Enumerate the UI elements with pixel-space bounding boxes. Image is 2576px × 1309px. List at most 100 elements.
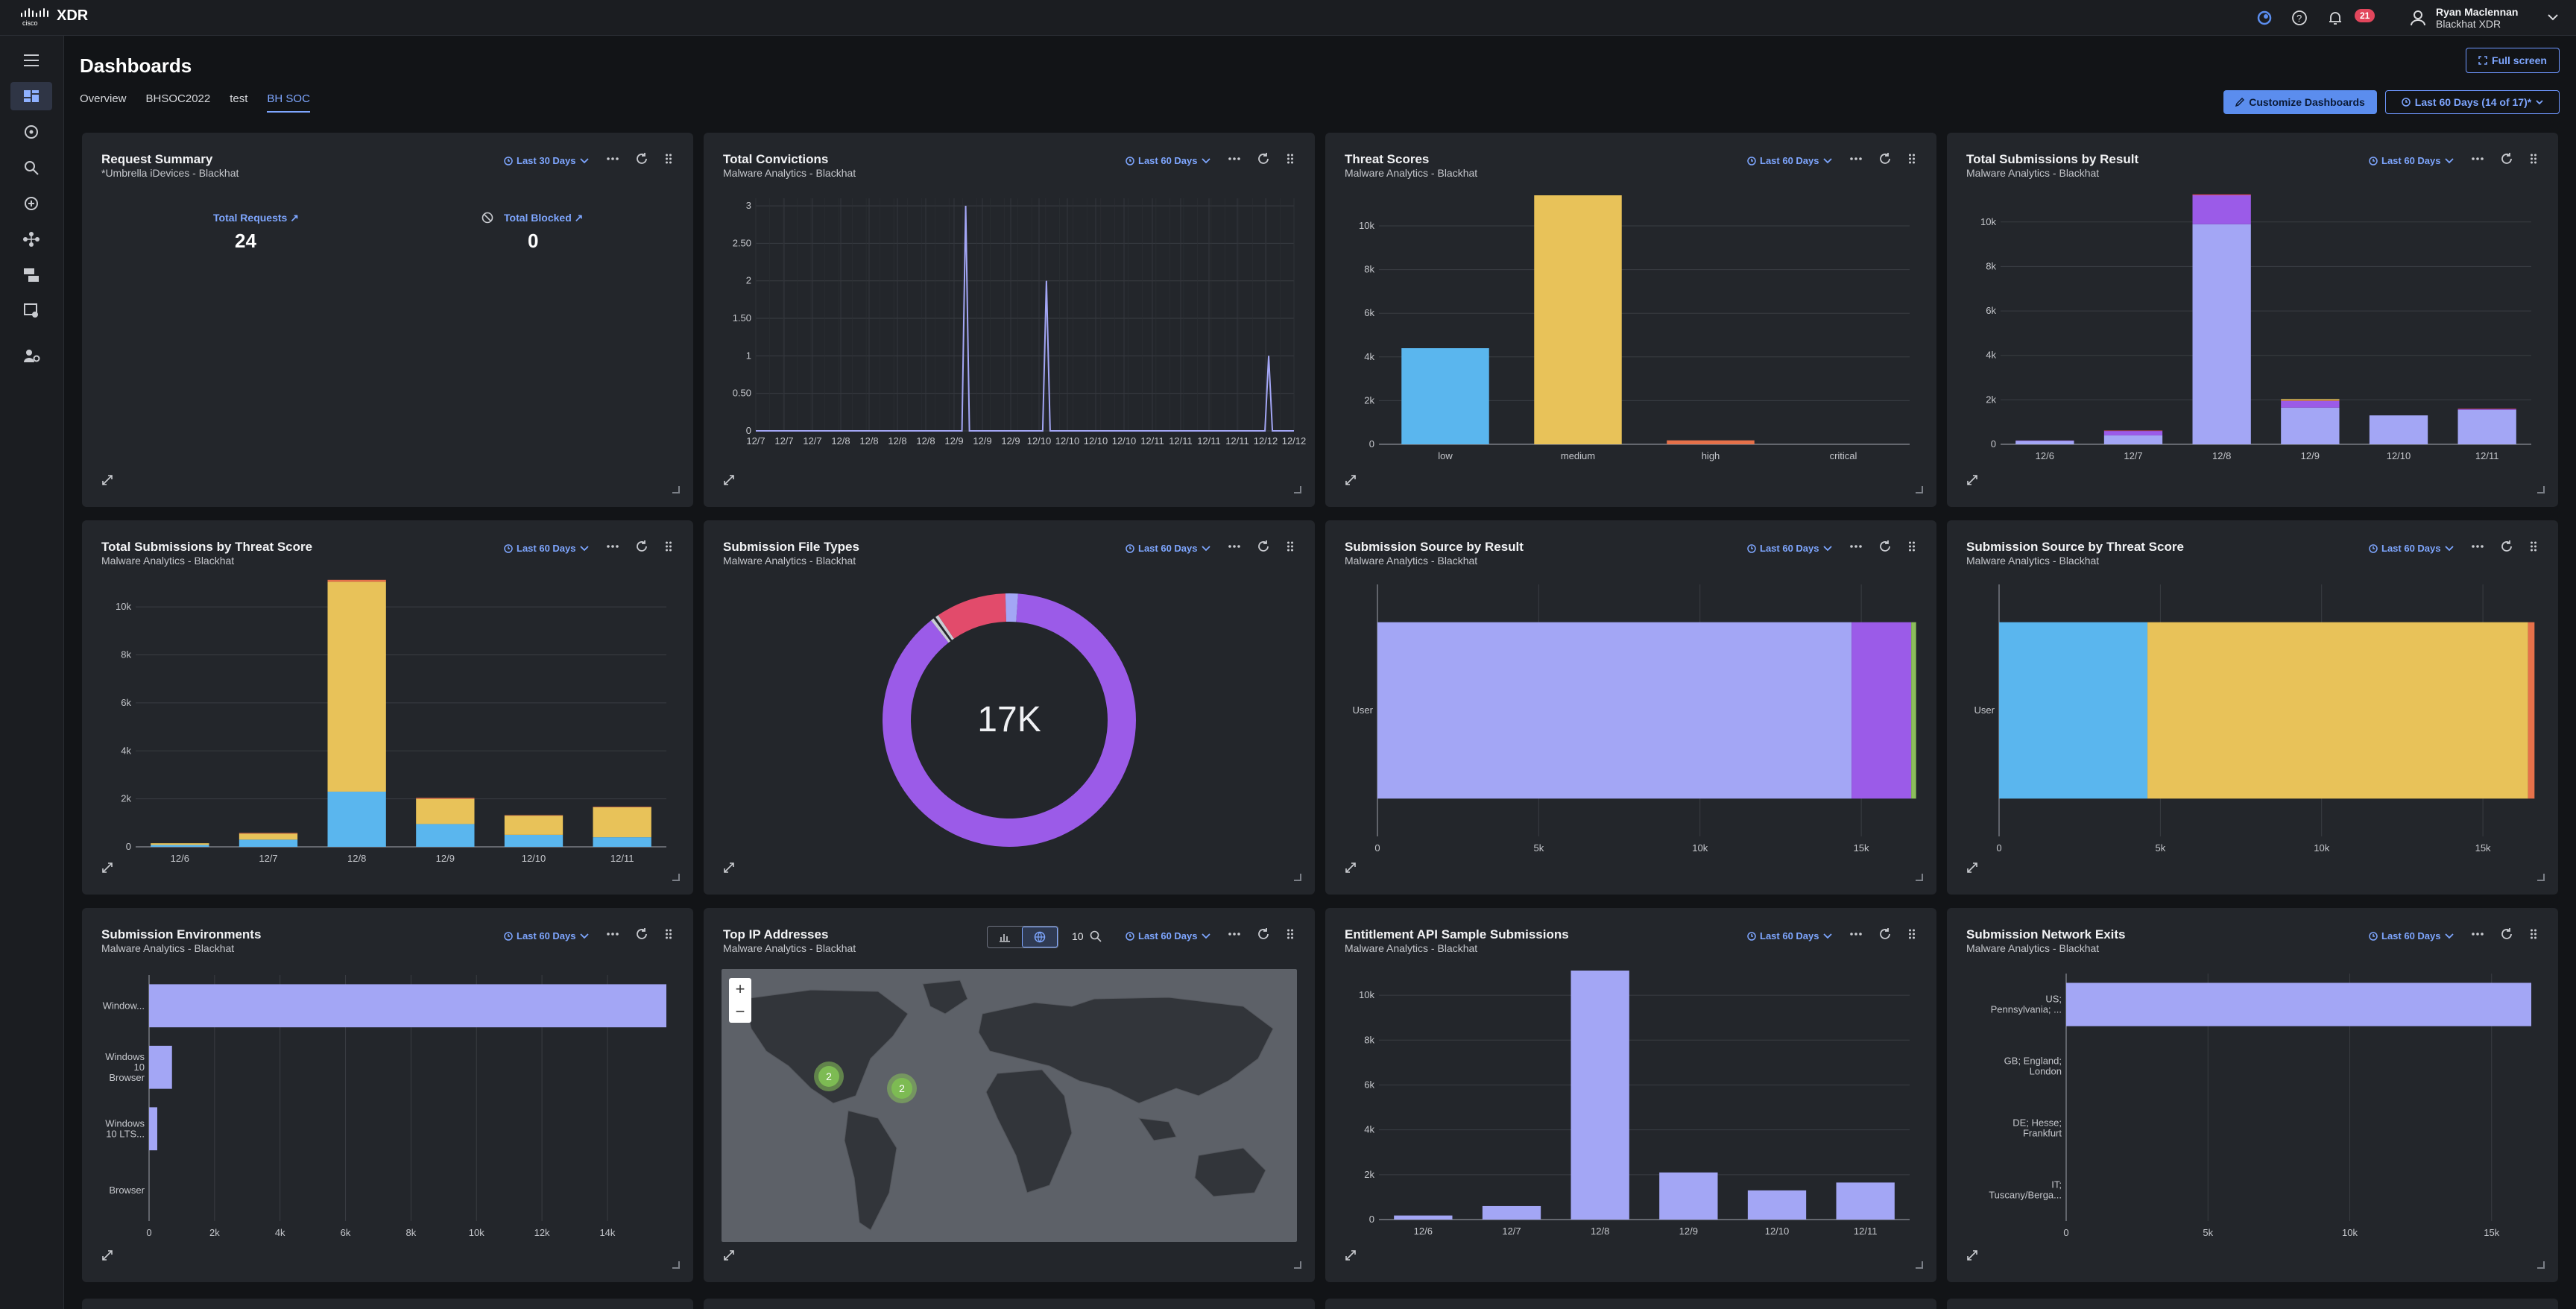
- expand-icon[interactable]: [1966, 1249, 1978, 1261]
- refresh-icon[interactable]: [1878, 927, 1892, 941]
- drag-handle-icon[interactable]: [665, 928, 672, 940]
- refresh-icon[interactable]: [635, 927, 648, 941]
- resize-handle[interactable]: [672, 486, 680, 493]
- expand-icon[interactable]: [1345, 474, 1357, 486]
- resize-handle[interactable]: [1294, 1261, 1301, 1269]
- sidebar-item-assets[interactable]: [10, 261, 52, 289]
- tile-time-range-select[interactable]: Last 60 Days: [1747, 543, 1832, 554]
- expand-icon[interactable]: [1345, 862, 1357, 874]
- more-options-icon[interactable]: [2472, 157, 2484, 160]
- expand-icon[interactable]: [723, 862, 735, 874]
- tile-time-range-select[interactable]: Last 60 Days: [2369, 930, 2454, 941]
- full-screen-button[interactable]: Full screen: [2466, 48, 2560, 73]
- world-map[interactable]: + − 2 2: [722, 969, 1297, 1242]
- refresh-icon[interactable]: [1257, 540, 1270, 553]
- refresh-icon[interactable]: [1878, 152, 1892, 165]
- sidebar-item-investigate[interactable]: [10, 154, 52, 182]
- resize-handle[interactable]: [2537, 1261, 2545, 1269]
- zoom-search-icon[interactable]: [1090, 930, 1102, 942]
- refresh-icon[interactable]: [1878, 540, 1892, 553]
- expand-icon[interactable]: [101, 1249, 113, 1261]
- more-options-icon[interactable]: [607, 545, 619, 548]
- resize-handle[interactable]: [672, 874, 680, 881]
- customize-dashboards-button[interactable]: Customize Dashboards: [2223, 90, 2377, 114]
- refresh-icon[interactable]: [2500, 927, 2513, 941]
- more-options-icon[interactable]: [2472, 933, 2484, 936]
- more-options-icon[interactable]: [1228, 933, 1240, 936]
- chart-view-button[interactable]: [988, 927, 1022, 947]
- tile-time-range-select[interactable]: Last 60 Days: [1126, 543, 1210, 554]
- drag-handle-icon[interactable]: [1908, 928, 1916, 940]
- drag-handle-icon[interactable]: [2530, 540, 2537, 552]
- resize-handle[interactable]: [2537, 874, 2545, 881]
- refresh-icon[interactable]: [1257, 152, 1270, 165]
- zoom-in-button[interactable]: +: [735, 980, 745, 998]
- sidebar-item-admin[interactable]: [10, 341, 52, 370]
- tab-bh-soc[interactable]: BH SOC: [267, 92, 310, 113]
- map-cluster-marker[interactable]: 2: [814, 1062, 844, 1091]
- more-options-icon[interactable]: [2472, 545, 2484, 548]
- refresh-icon[interactable]: [1257, 927, 1270, 941]
- resize-handle[interactable]: [1294, 486, 1301, 493]
- map-view-button[interactable]: [1022, 927, 1058, 947]
- tile-time-range-select[interactable]: Last 60 Days: [504, 930, 589, 941]
- more-options-icon[interactable]: [1850, 545, 1862, 548]
- expand-icon[interactable]: [101, 862, 113, 874]
- expand-icon[interactable]: [1966, 474, 1978, 486]
- sidebar-item-intelligence[interactable]: [10, 189, 52, 218]
- drag-handle-icon[interactable]: [1287, 928, 1294, 940]
- expand-icon[interactable]: [1345, 1249, 1357, 1261]
- refresh-icon[interactable]: [635, 152, 648, 165]
- total-blocked-link[interactable]: Total Blocked ↗: [504, 212, 584, 224]
- expand-icon[interactable]: [101, 474, 113, 486]
- global-time-range-select[interactable]: Last 60 Days (14 of 17)*: [2385, 90, 2560, 114]
- zoom-out-button[interactable]: −: [735, 1002, 745, 1021]
- map-cluster-marker[interactable]: 2: [887, 1073, 917, 1103]
- tile-time-range-select[interactable]: Last 60 Days: [1747, 155, 1832, 166]
- sidebar-item-automate[interactable]: [10, 225, 52, 253]
- tab-bhsoc2022[interactable]: BHSOC2022: [145, 92, 211, 105]
- tile-time-range-select[interactable]: Last 30 Days: [504, 155, 589, 166]
- drag-handle-icon[interactable]: [665, 153, 672, 165]
- tab-overview[interactable]: Overview: [80, 92, 127, 105]
- refresh-icon[interactable]: [2500, 152, 2513, 165]
- expand-icon[interactable]: [1966, 862, 1978, 874]
- refresh-icon[interactable]: [635, 540, 648, 553]
- drag-handle-icon[interactable]: [2530, 153, 2537, 165]
- sidebar-item-dashboards[interactable]: [10, 82, 52, 110]
- expand-icon[interactable]: [723, 1249, 735, 1261]
- drag-handle-icon[interactable]: [1908, 153, 1916, 165]
- resize-handle[interactable]: [1916, 486, 1923, 493]
- product-switch-icon[interactable]: [2257, 10, 2272, 25]
- resize-handle[interactable]: [672, 1261, 680, 1269]
- tile-time-range-select[interactable]: Last 60 Days: [1747, 930, 1832, 941]
- help-icon[interactable]: ?: [2291, 10, 2308, 26]
- tile-time-range-select[interactable]: Last 60 Days: [2369, 155, 2454, 166]
- tile-time-range-select[interactable]: Last 60 Days: [1126, 930, 1210, 941]
- expand-icon[interactable]: [723, 474, 735, 486]
- resize-handle[interactable]: [1294, 874, 1301, 881]
- resize-handle[interactable]: [1916, 874, 1923, 881]
- drag-handle-icon[interactable]: [1908, 540, 1916, 552]
- tile-time-range-select[interactable]: Last 60 Days: [1126, 155, 1210, 166]
- more-options-icon[interactable]: [607, 157, 619, 160]
- bell-icon[interactable]: [2327, 10, 2343, 26]
- drag-handle-icon[interactable]: [1287, 153, 1294, 165]
- more-options-icon[interactable]: [1228, 545, 1240, 548]
- sidebar-menu-toggle[interactable]: [10, 46, 52, 75]
- sidebar-item-reports[interactable]: [10, 297, 52, 325]
- drag-handle-icon[interactable]: [665, 540, 672, 552]
- more-options-icon[interactable]: [1850, 157, 1862, 160]
- sidebar-item-incidents[interactable]: [10, 118, 52, 146]
- user-menu[interactable]: Ryan Maclennan Blackhat XDR: [2409, 4, 2558, 31]
- resize-handle[interactable]: [1916, 1261, 1923, 1269]
- more-options-icon[interactable]: [1228, 157, 1240, 160]
- more-options-icon[interactable]: [607, 933, 619, 936]
- drag-handle-icon[interactable]: [1287, 540, 1294, 552]
- refresh-icon[interactable]: [2500, 540, 2513, 553]
- tile-time-range-select[interactable]: Last 60 Days: [2369, 543, 2454, 554]
- more-options-icon[interactable]: [1850, 933, 1862, 936]
- resize-handle[interactable]: [2537, 486, 2545, 493]
- tab-test[interactable]: test: [230, 92, 248, 105]
- tile-time-range-select[interactable]: Last 60 Days: [504, 543, 589, 554]
